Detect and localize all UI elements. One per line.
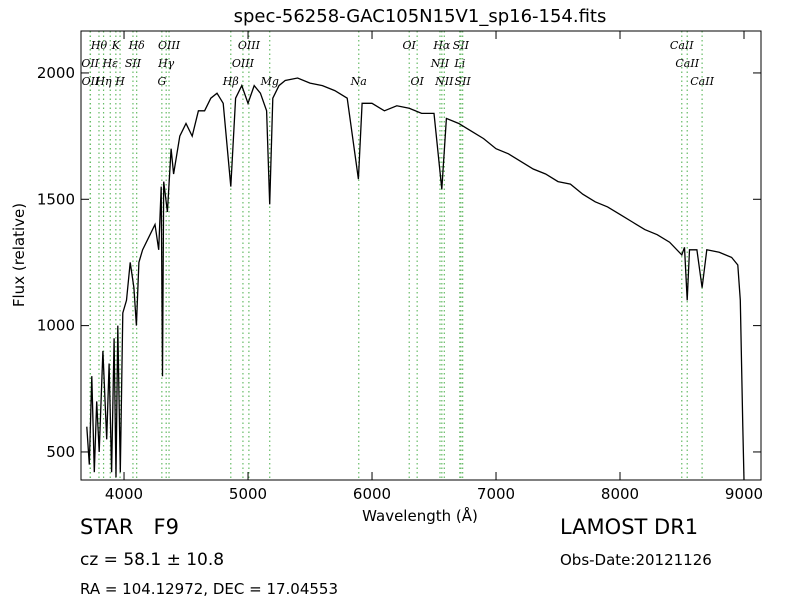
x-axis-label: Wavelength (Å) <box>362 506 478 525</box>
spectral-line-label: OI <box>403 39 417 52</box>
x-tick-label: 6000 <box>353 485 391 503</box>
redshift: cz = 58.1 ± 10.8 <box>80 550 224 570</box>
y-tick-label: 1000 <box>37 317 75 335</box>
spectral-line-label: OIII <box>238 39 261 52</box>
spectral-line-label: SII <box>455 75 472 88</box>
release: LAMOST DR1 <box>560 515 698 539</box>
spectral-line-label: Mg <box>260 75 279 88</box>
spectral-line-label: OIII <box>232 57 255 70</box>
spectral-line-label: CaII <box>675 57 699 70</box>
spectral-line-label: G <box>157 75 166 88</box>
spectral-line-label: H <box>114 75 125 88</box>
spectral-line-label: Hβ <box>222 75 239 88</box>
spectral-line-label: Hθ <box>90 39 108 52</box>
spectral-line-label: OI <box>410 75 424 88</box>
spectral-line-label: Li <box>453 57 465 70</box>
obs-date: Obs-Date:20121126 <box>560 551 712 569</box>
x-tick-label: 9000 <box>725 485 763 503</box>
spectral-line-label: NII <box>434 75 454 88</box>
y-axis-label: Flux (relative) <box>10 203 28 307</box>
spectrum-line <box>86 77 745 481</box>
spectral-line-label: CaII <box>670 39 694 52</box>
x-tick-label: 5000 <box>229 485 267 503</box>
star-class: STAR F9 <box>80 515 179 539</box>
spectral-line-label: Hγ <box>157 57 175 70</box>
spectral-line-label: Hα <box>432 39 451 52</box>
x-tick-label: 7000 <box>477 485 515 503</box>
spectral-line-label: Na <box>350 75 367 88</box>
coordinates: RA = 104.12972, DEC = 17.04553 <box>80 580 338 598</box>
y-tick-label: 1500 <box>37 190 75 208</box>
spectral-line-label: Hδ <box>128 39 146 52</box>
spectral-line-label: Hη <box>94 75 112 88</box>
spectral-line-label: Hε <box>102 57 119 70</box>
spectral-line-label: NII <box>430 57 450 70</box>
spectral-line-label: SII <box>125 57 142 70</box>
y-tick-label: 2000 <box>37 64 75 82</box>
spectral-line-label: SII <box>453 39 470 52</box>
spectral-line-label: K <box>111 39 121 52</box>
spectral-line-label: OII <box>82 75 100 88</box>
plot-frame <box>80 30 762 481</box>
y-tick-label: 500 <box>46 443 75 461</box>
x-tick-label: 4000 <box>105 485 143 503</box>
chart-title: spec-56258-GAC105N15V1_sp16-154.fits <box>234 6 607 27</box>
spectral-line-label: CaII <box>690 75 714 88</box>
x-tick-label: 8000 <box>601 485 639 503</box>
spectral-line-label: OIII <box>158 39 181 52</box>
